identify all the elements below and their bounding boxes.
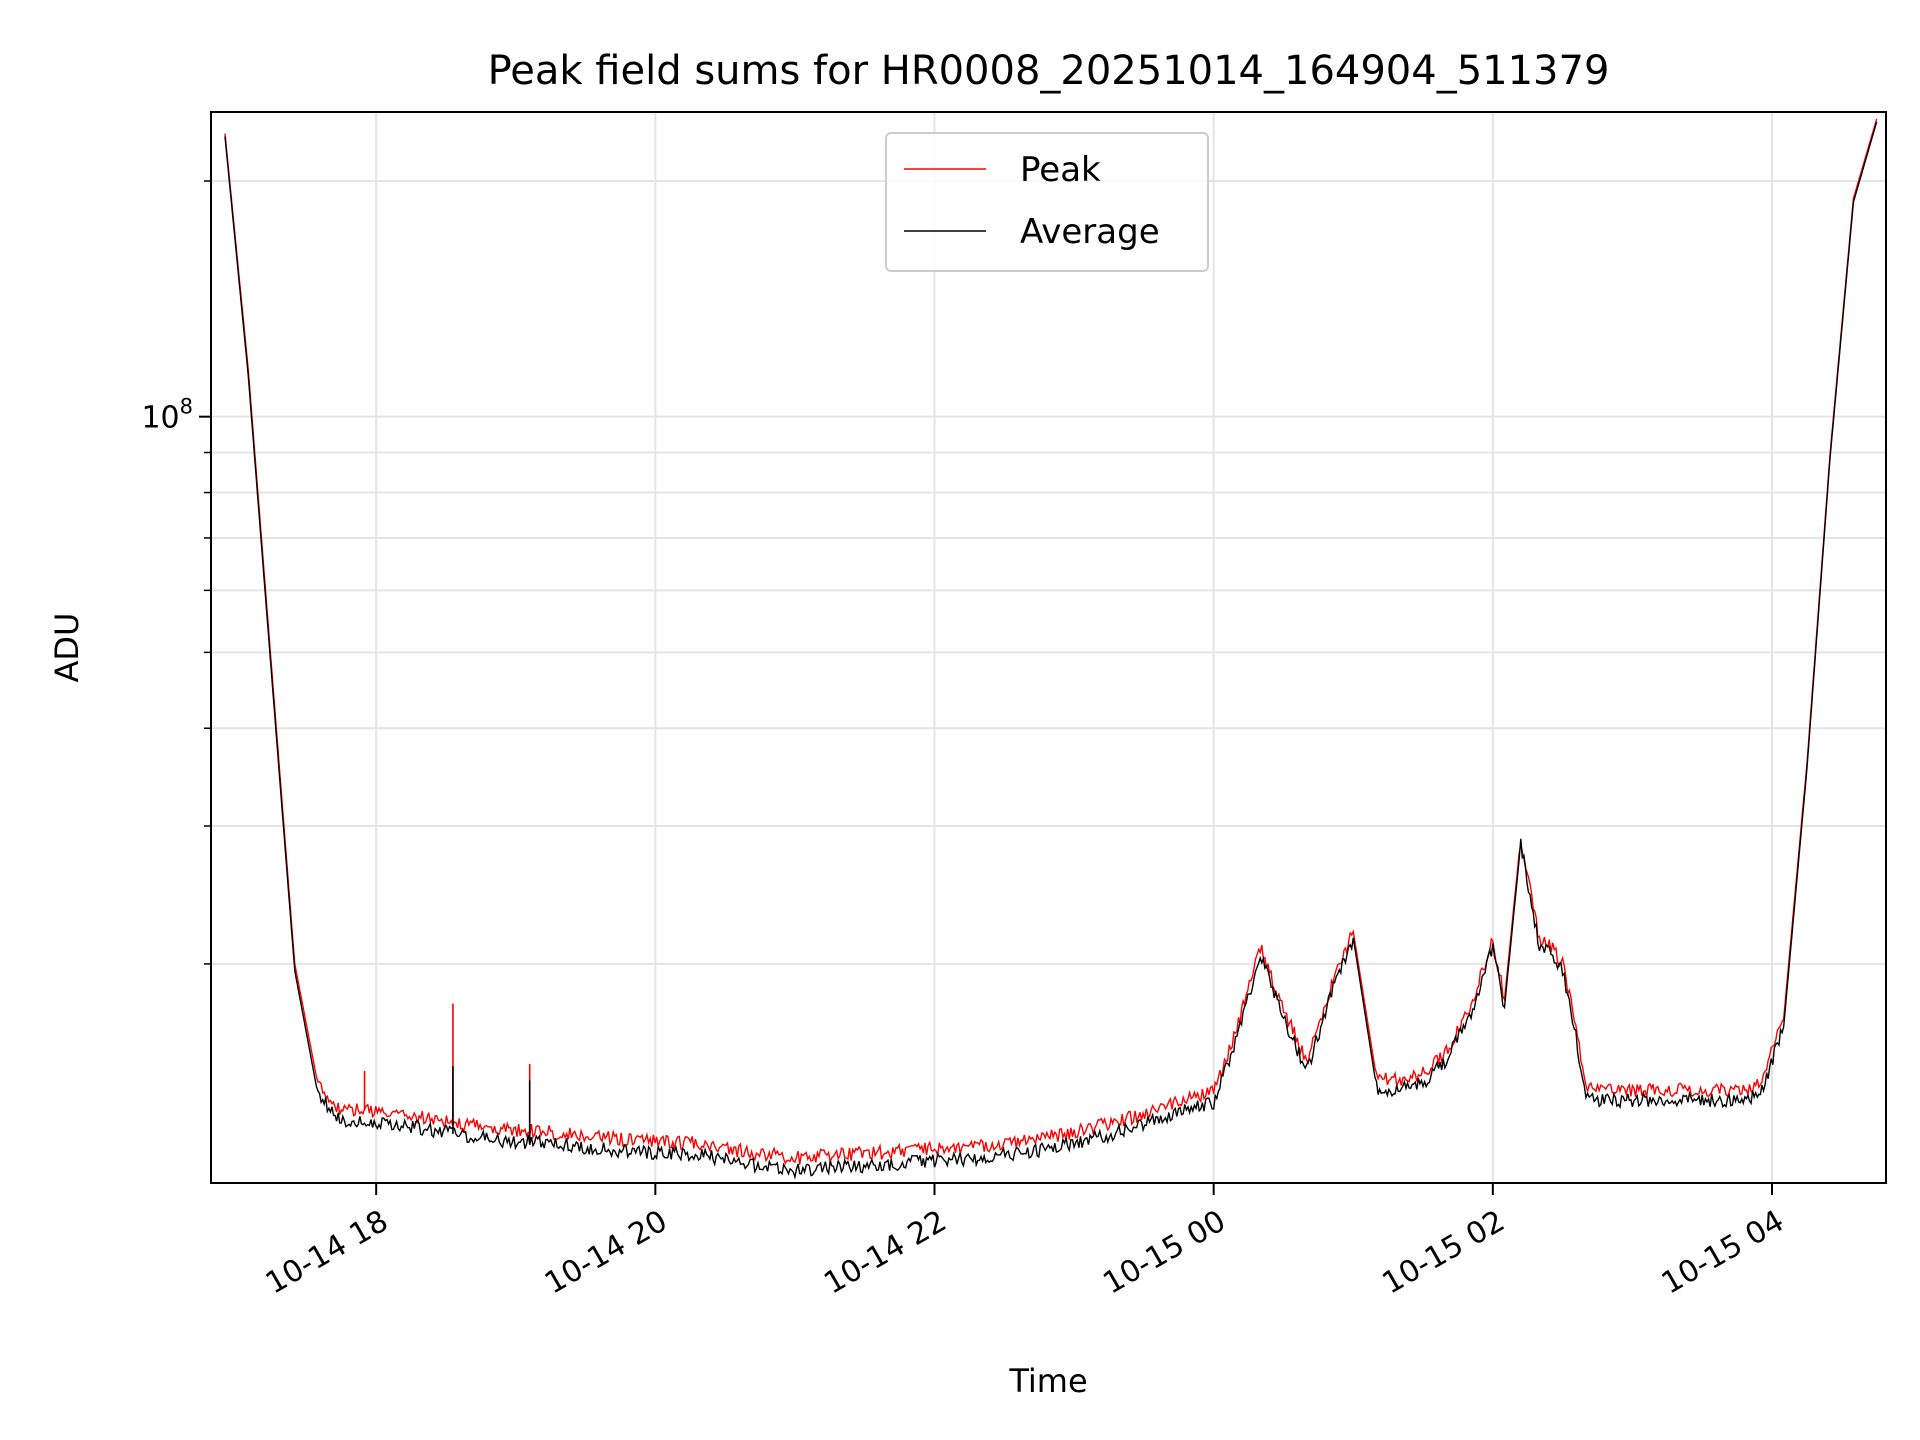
series-line-average bbox=[224, 121, 1878, 1180]
y-axis-title: ADU bbox=[48, 613, 86, 683]
legend: Peak Average bbox=[885, 132, 1209, 272]
series-layer bbox=[224, 118, 1878, 1180]
x-axis-title: Time bbox=[1008, 1362, 1087, 1400]
series-line-peak bbox=[224, 118, 1878, 1165]
legend-label-average: Average bbox=[1020, 212, 1160, 252]
y-tick-label: 108 bbox=[141, 395, 193, 436]
chart-title: Peak field sums for HR0008_20251014_1649… bbox=[488, 48, 1610, 94]
legend-box bbox=[885, 132, 1209, 272]
plot-frame bbox=[210, 111, 1887, 1184]
legend-label-peak: Peak bbox=[1020, 150, 1101, 190]
